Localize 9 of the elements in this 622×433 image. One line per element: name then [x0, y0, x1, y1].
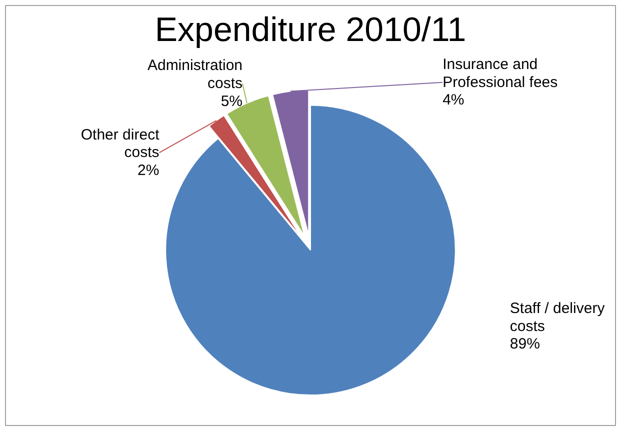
data-label: 5% [220, 92, 243, 110]
slice-label: Administration costs [147, 57, 243, 92]
chart-title: Expenditure 2010/11 [154, 10, 466, 49]
slice-label: Staff / delivery costs [510, 300, 606, 335]
data-label: 89% [510, 336, 540, 353]
data-label: 2% [138, 162, 160, 179]
data-label: 4% [442, 92, 464, 109]
slice-label: Insurance and Professional fees [442, 56, 558, 91]
slice-label: Other direct costs [80, 126, 160, 162]
